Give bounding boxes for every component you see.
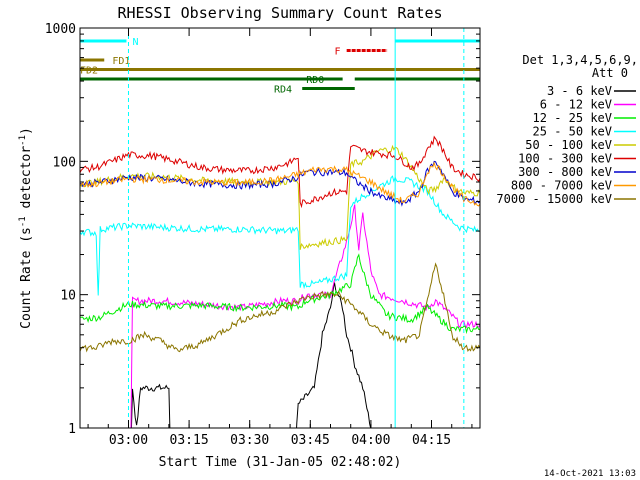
series-line-4 bbox=[80, 144, 480, 250]
chart-title: RHESSI Observing Summary Count Rates bbox=[117, 4, 442, 22]
plot-frame bbox=[79, 27, 481, 429]
legend-label-2: 12 - 25 keV bbox=[533, 111, 612, 125]
status-bar-label-f: F bbox=[335, 47, 341, 58]
series-line-1 bbox=[130, 204, 480, 428]
status-bar-label-n: N bbox=[133, 37, 139, 48]
y-tick-label-3: 1000 bbox=[45, 22, 76, 37]
y-axis-label-end: ) bbox=[19, 127, 34, 135]
legend-detectors: Det 1,3,4,5,6,9, bbox=[522, 53, 638, 67]
footer-timestamp: 14-Oct-2021 13:03 bbox=[544, 469, 636, 479]
x-tick-label-2: 03:30 bbox=[230, 433, 269, 448]
series-line-3 bbox=[80, 175, 480, 296]
legend-label-5: 100 - 300 keV bbox=[518, 152, 612, 166]
x-tick-label-1: 03:15 bbox=[170, 433, 209, 448]
series-line-0 bbox=[130, 282, 372, 428]
legend-label-4: 50 - 100 keV bbox=[525, 138, 612, 152]
vertical-markers-layer bbox=[127, 28, 465, 428]
y-axis-label-main: Count Rate (s bbox=[19, 227, 34, 329]
y-axis-label-sup2: -1 bbox=[18, 135, 28, 146]
axes-layer: 03:00 03:15 03:30 03:45 04:00 04:15 1 10 100 1000 bbox=[45, 22, 480, 448]
x-tick-label-3: 03:45 bbox=[291, 433, 330, 448]
y-tick-label-2: 100 bbox=[53, 155, 76, 170]
legend-label-7: 800 - 7000 keV bbox=[511, 179, 612, 193]
legend-label-0: 3 - 6 keV bbox=[547, 84, 612, 98]
status-bars-layer: N F FD1 FD2 RD0 RD4 bbox=[80, 37, 480, 96]
series-layer bbox=[80, 135, 480, 428]
status-bar-label-rd0: RD0 bbox=[306, 75, 324, 86]
legend-label-6: 300 - 800 keV bbox=[518, 165, 612, 179]
x-tick-label-5: 04:15 bbox=[412, 433, 451, 448]
series-line-2 bbox=[80, 253, 480, 335]
status-bar-label-rd4: RD4 bbox=[274, 85, 292, 96]
y-tick-label-0: 1 bbox=[68, 422, 76, 437]
legend-label-8: 7000 - 15000 keV bbox=[496, 192, 612, 206]
legend-attenuator: Att 0 bbox=[592, 66, 628, 80]
series-line-5 bbox=[80, 135, 480, 209]
y-axis-label: Count Rate (s-1 detector-1) bbox=[18, 127, 34, 329]
legend-label-3: 25 - 50 keV bbox=[533, 125, 612, 139]
status-bar-label-fd1: FD1 bbox=[112, 56, 130, 67]
y-axis-label-sup: -1 bbox=[18, 216, 28, 227]
y-tick-label-1: 10 bbox=[60, 289, 76, 304]
series-line-8 bbox=[80, 262, 480, 353]
series-line-7 bbox=[80, 161, 480, 207]
x-tick-label-4: 04:00 bbox=[351, 433, 390, 448]
legend-label-1: 6 - 12 keV bbox=[540, 98, 612, 112]
x-tick-label-0: 03:00 bbox=[109, 433, 148, 448]
x-axis-label: Start Time (31-Jan-05 02:48:02) bbox=[159, 455, 402, 470]
status-bar-label-fd2: FD2 bbox=[80, 66, 98, 77]
y-axis-label-mid: detector bbox=[19, 146, 34, 217]
